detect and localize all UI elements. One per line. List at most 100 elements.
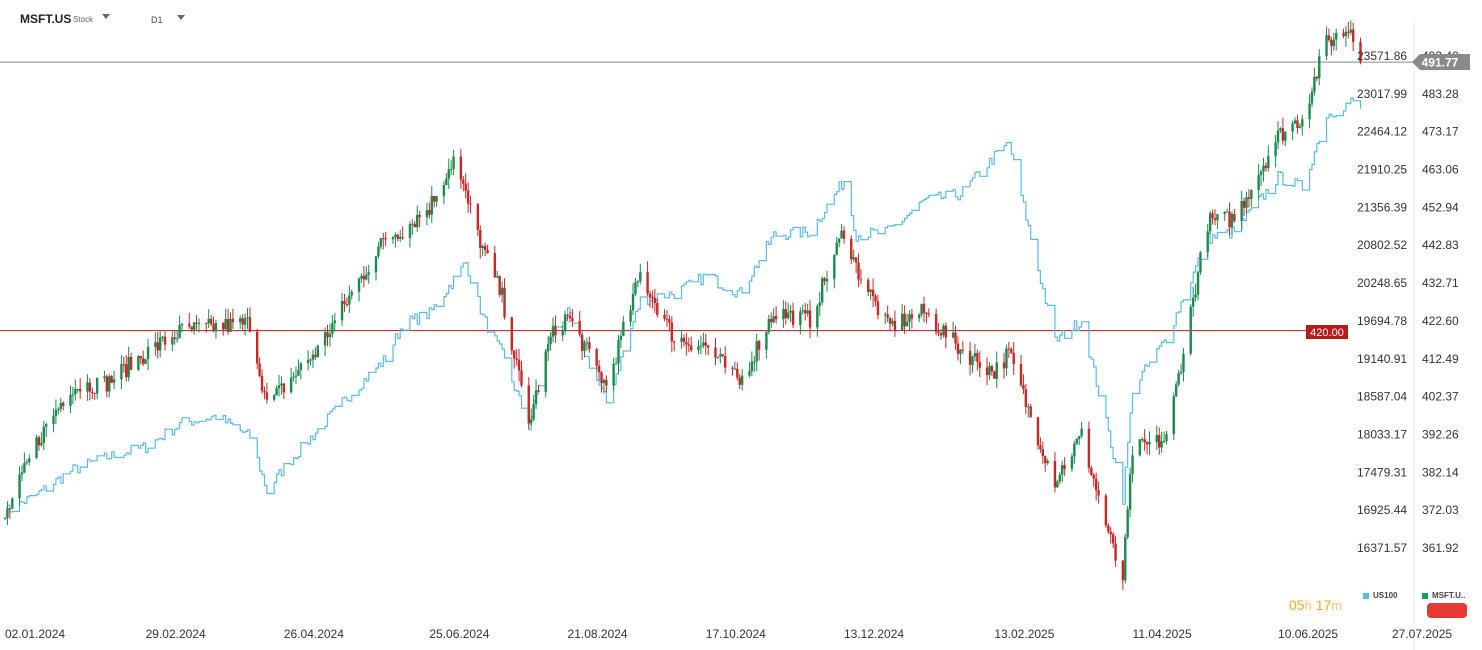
candle-body [1310,91,1314,104]
candle-body [432,195,436,202]
candle-body [129,356,133,370]
candle-body [110,376,113,383]
msft-candle [20,464,24,482]
candle-body [854,257,858,263]
candle-body [459,156,463,180]
candle-body [396,234,400,239]
left-tick-label: 22464.12 [1357,125,1407,139]
msft-candle [833,254,836,289]
candle-body [265,392,269,400]
candle-body [57,408,60,411]
legend-us100-label: US100 [1373,591,1398,600]
msft-candle [280,376,283,395]
candle-body [546,344,550,352]
level-tag[interactable]: 420.00 [1306,325,1348,339]
candle-body [837,238,841,243]
candle-body [583,342,586,351]
msft-candle [1073,440,1076,464]
candle-body [292,376,295,378]
candle-body [282,383,286,393]
msft-candle [1027,403,1030,418]
symbol-dropdown-icon[interactable] [102,14,110,19]
msft-candle [673,340,676,352]
candle-body [876,301,880,315]
candle-body [408,223,412,238]
legend-msft[interactable]: MSFT.U.. [1422,591,1465,600]
candle-body [1276,130,1280,143]
msft-candle [163,331,167,351]
candle-body [1240,200,1243,221]
candle-body [622,321,625,336]
msft-candle [653,288,657,313]
candle-body [619,335,623,340]
msft-candle [180,323,184,333]
candle-body [1111,534,1115,544]
msft-candle [255,328,259,370]
msft-candle [328,323,332,347]
msft-candle [112,370,116,390]
candle-body [702,342,705,346]
msft-candle [209,315,213,327]
right-tick-label: 463.06 [1422,163,1459,177]
msft-candle [874,293,877,307]
candle-body [767,318,771,333]
msft-candle [748,361,751,378]
candle-body [277,385,281,389]
msft-candle [1141,437,1144,443]
msft-candle [1155,425,1158,450]
msft-candle [486,244,489,254]
legend-us100-swatch [1363,592,1369,599]
msft-candle [854,257,858,274]
msft-candle [1002,352,1006,379]
timeframe-dropdown-icon[interactable] [177,15,185,20]
right-tick-label: 361.92 [1422,541,1459,555]
candle-body [28,458,31,462]
candle-body [1301,119,1304,127]
candle-body [430,195,433,215]
candle-body [799,311,802,326]
msft-candle [59,397,62,413]
msft-candle [275,385,278,396]
candle-body [1359,41,1362,63]
left-tick-label: 21356.39 [1357,200,1407,214]
candle-body [328,333,332,338]
msft-candle [173,330,176,345]
x-tick-label: 02.01.2024 [5,627,65,641]
msft-candle [1114,535,1117,567]
candle-body [1344,31,1348,37]
msft-candle [857,253,860,288]
msft-candle [1019,354,1023,388]
candle-body [154,342,157,347]
price-tag[interactable]: 491.77 [1412,54,1470,70]
candle-body [1191,297,1195,307]
candle-body [1138,439,1142,456]
candle-body [1189,306,1192,354]
candle-body [653,298,657,304]
candle-body [631,294,635,311]
candle-body [1010,348,1013,353]
msft-candle [716,356,720,360]
msft-candle [697,339,700,355]
legend-us100[interactable]: US100 [1363,591,1397,600]
legend-msft-label: MSFT.U.. [1432,591,1466,600]
candle-body [161,336,164,338]
msft-candle [1281,117,1285,145]
msft-candle [1264,162,1268,172]
candle-body [1267,156,1270,169]
candle-body [893,320,897,331]
remove-indicator-button[interactable] [1427,603,1467,618]
msft-candle [142,350,145,366]
candle-body [1058,474,1061,482]
msft-candle [265,382,269,404]
symbol-name[interactable]: MSFT.US [20,12,72,26]
msft-candle [520,360,523,388]
candle-body [1077,436,1081,439]
candle-body [988,366,991,376]
candle-body [413,223,416,228]
candle-body [326,332,329,338]
candle-body [418,214,421,218]
timeframe-label[interactable]: D1 [151,15,163,25]
msft-candle [867,278,870,296]
msft-candle [503,278,506,320]
